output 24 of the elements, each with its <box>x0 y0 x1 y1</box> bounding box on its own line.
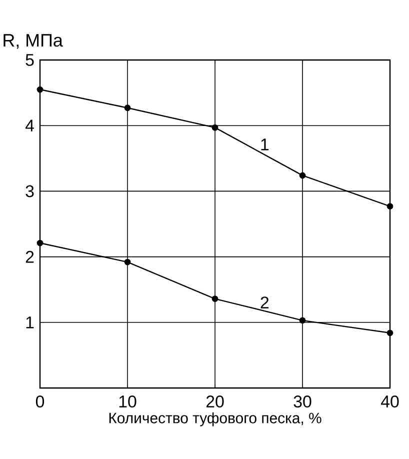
point <box>386 330 394 336</box>
series-label: 2 <box>260 296 269 308</box>
point <box>212 296 218 302</box>
x-axis-title: Количество туфового песка, % <box>109 412 322 426</box>
x-tick-label: 30 <box>294 396 312 408</box>
series-label: 1 <box>261 138 269 150</box>
y-tick-label: 2 <box>26 250 34 263</box>
point <box>124 258 131 266</box>
y-tick-label: 3 <box>26 185 34 198</box>
y-tick-label: 5 <box>26 54 34 66</box>
y-tick-label: 4 <box>25 120 34 132</box>
point <box>299 172 306 179</box>
y-axis-title: R, МПа <box>4 34 63 49</box>
point <box>299 317 306 324</box>
x-tick-label: 0 <box>36 396 44 408</box>
point <box>36 240 44 246</box>
point <box>124 104 131 112</box>
point <box>386 203 394 210</box>
point <box>212 124 218 131</box>
point <box>36 86 44 93</box>
y-tick-label: 1 <box>26 316 34 328</box>
x-tick-label: 40 <box>380 396 399 408</box>
x-tick-label: 10 <box>119 396 136 408</box>
x-tick-label: 20 <box>206 396 224 408</box>
